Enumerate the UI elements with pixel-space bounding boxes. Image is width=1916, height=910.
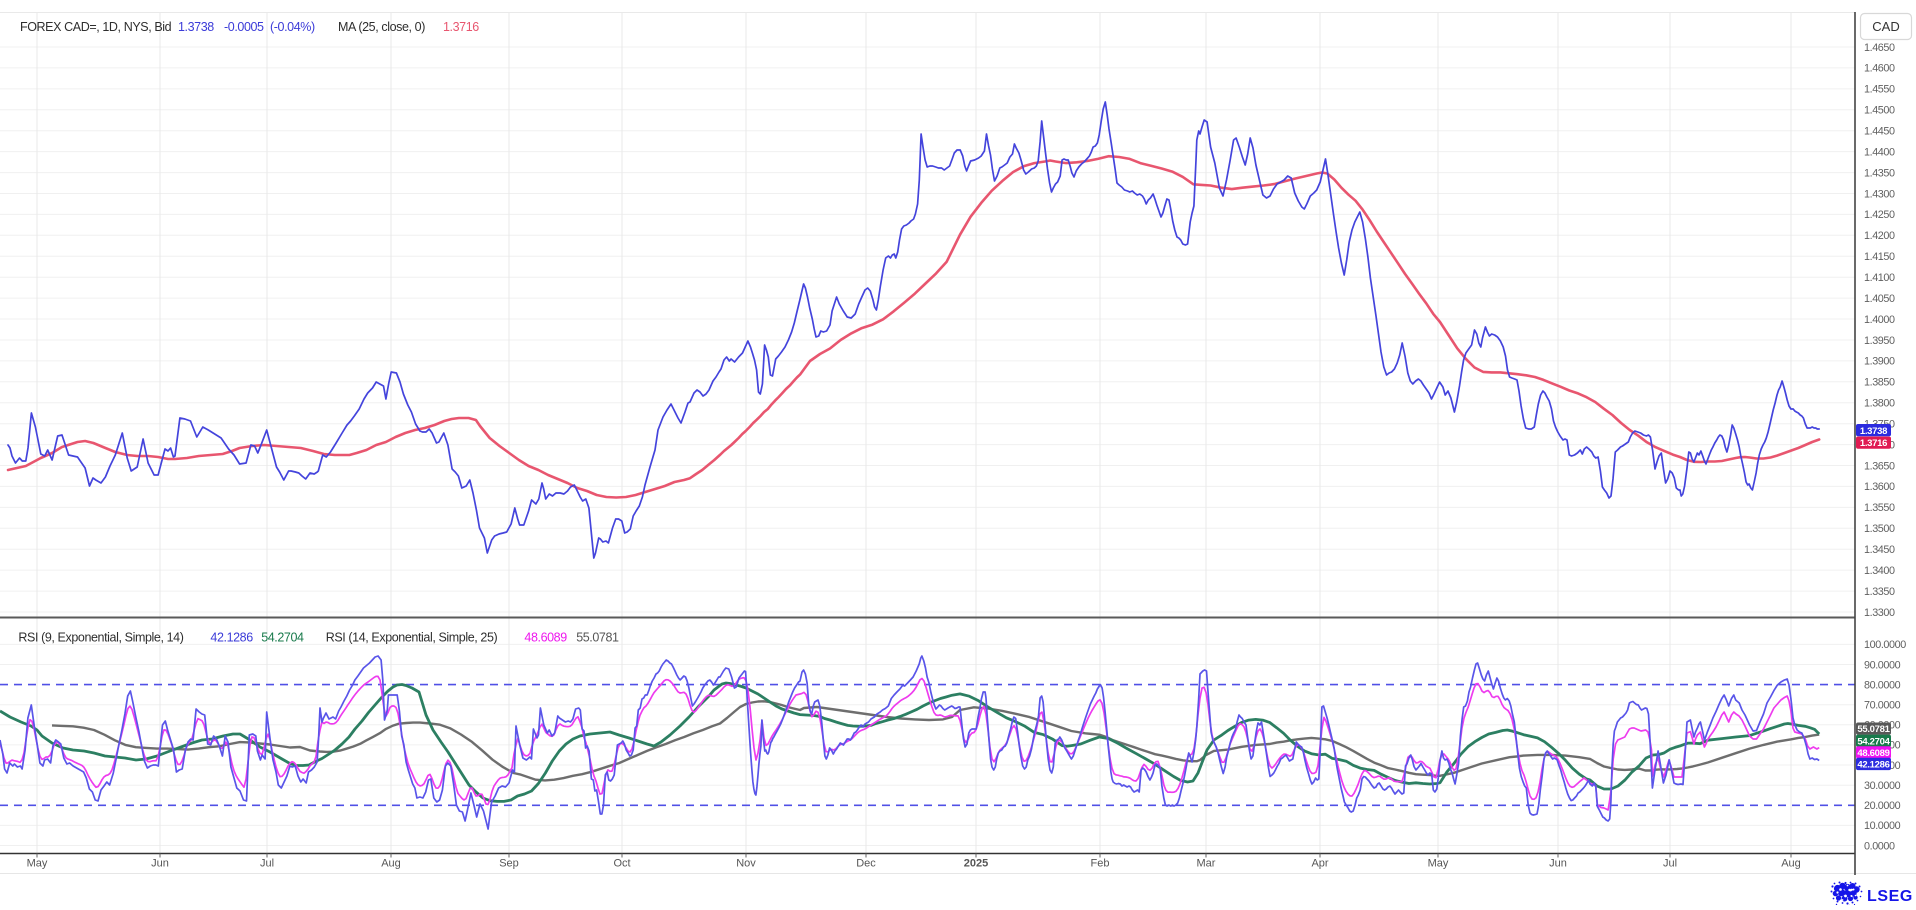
svg-text:1.3650: 1.3650 — [1864, 460, 1895, 472]
svg-text:1.4300: 1.4300 — [1864, 188, 1895, 200]
svg-text:1.3738: 1.3738 — [178, 20, 214, 34]
svg-text:1.3716: 1.3716 — [443, 20, 479, 34]
svg-text:1.3900: 1.3900 — [1864, 356, 1895, 368]
svg-text:1.4350: 1.4350 — [1864, 167, 1895, 179]
svg-text:100.0000: 100.0000 — [1864, 639, 1906, 651]
svg-text:10.0000: 10.0000 — [1864, 820, 1901, 832]
svg-text:Oct: Oct — [613, 858, 630, 870]
svg-text:RSI (14, Exponential, Simple,: RSI (14, Exponential, Simple, 25) — [326, 631, 498, 645]
svg-text:42.1286: 42.1286 — [1857, 760, 1889, 771]
svg-text:1.4650: 1.4650 — [1864, 42, 1895, 54]
svg-text:FOREX CAD=, 1D, NYS, Bid: FOREX CAD=, 1D, NYS, Bid — [20, 20, 172, 34]
svg-text:2025: 2025 — [964, 858, 988, 870]
svg-text:1.4050: 1.4050 — [1864, 293, 1895, 305]
svg-text:80.0000: 80.0000 — [1864, 679, 1901, 691]
svg-text:1.3400: 1.3400 — [1864, 565, 1895, 577]
svg-text:54.2704: 54.2704 — [1857, 736, 1890, 747]
svg-text:1.3950: 1.3950 — [1864, 335, 1895, 347]
svg-text:1.3850: 1.3850 — [1864, 377, 1895, 389]
svg-text:20.0000: 20.0000 — [1864, 800, 1901, 812]
svg-text:MA (25, close, 0): MA (25, close, 0) — [338, 20, 425, 34]
svg-text:Jun: Jun — [151, 858, 169, 870]
svg-text:Nov: Nov — [736, 858, 756, 870]
svg-text:1.3350: 1.3350 — [1864, 586, 1895, 598]
svg-text:1.4550: 1.4550 — [1864, 84, 1895, 96]
svg-text:RSI (9, Exponential, Simple, 1: RSI (9, Exponential, Simple, 14) — [18, 631, 183, 645]
svg-text:Dec: Dec — [856, 858, 876, 870]
svg-text:1.3738: 1.3738 — [1860, 426, 1887, 437]
svg-text:May: May — [1428, 858, 1449, 870]
svg-text:55.0781: 55.0781 — [1857, 724, 1890, 735]
svg-text:Aug: Aug — [381, 858, 401, 870]
svg-text:1.4200: 1.4200 — [1864, 230, 1895, 242]
svg-text:0.0000: 0.0000 — [1864, 840, 1895, 852]
svg-text:1.4500: 1.4500 — [1864, 105, 1895, 117]
svg-text:48.6089: 48.6089 — [524, 631, 567, 645]
svg-text:Aug: Aug — [1781, 858, 1801, 870]
svg-text:Sep: Sep — [499, 858, 519, 870]
svg-text:Jul: Jul — [260, 858, 274, 870]
svg-text:30.0000: 30.0000 — [1864, 780, 1901, 792]
svg-text:CAD: CAD — [1872, 19, 1899, 34]
svg-text:54.2704: 54.2704 — [261, 631, 304, 645]
svg-text:Feb: Feb — [1091, 858, 1110, 870]
svg-text:-0.0005: -0.0005 — [224, 20, 264, 34]
svg-text:1.3800: 1.3800 — [1864, 398, 1895, 410]
svg-text:(-0.04%): (-0.04%) — [270, 20, 315, 34]
svg-text:1.3600: 1.3600 — [1864, 481, 1895, 493]
svg-text:1.3450: 1.3450 — [1864, 544, 1895, 556]
svg-text:90.0000: 90.0000 — [1864, 659, 1901, 671]
svg-text:Apr: Apr — [1311, 858, 1328, 870]
svg-text:1.4150: 1.4150 — [1864, 251, 1895, 263]
svg-text:1.4600: 1.4600 — [1864, 63, 1895, 75]
svg-text:1.3300: 1.3300 — [1864, 607, 1895, 619]
svg-text:1.3716: 1.3716 — [1860, 438, 1887, 449]
svg-text:Jul: Jul — [1663, 858, 1677, 870]
svg-text:May: May — [27, 858, 48, 870]
svg-text:70.0000: 70.0000 — [1864, 700, 1901, 712]
svg-text:1.4400: 1.4400 — [1864, 146, 1895, 158]
svg-text:1.3500: 1.3500 — [1864, 523, 1895, 535]
svg-text:LSEG: LSEG — [1867, 888, 1913, 905]
svg-text:1.4450: 1.4450 — [1864, 126, 1895, 138]
svg-text:48.6089: 48.6089 — [1857, 748, 1889, 759]
svg-text:Mar: Mar — [1197, 858, 1216, 870]
svg-text:Jun: Jun — [1549, 858, 1567, 870]
svg-text:1.4250: 1.4250 — [1864, 209, 1895, 221]
svg-text:1.4000: 1.4000 — [1864, 314, 1895, 326]
svg-text:42.1286: 42.1286 — [210, 631, 253, 645]
svg-text:55.0781: 55.0781 — [576, 631, 619, 645]
svg-text:1.3550: 1.3550 — [1864, 502, 1895, 514]
svg-text:1.4100: 1.4100 — [1864, 272, 1895, 284]
